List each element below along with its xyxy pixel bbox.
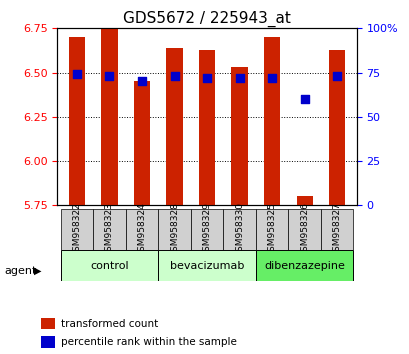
Text: transformed count: transformed count — [61, 319, 158, 329]
Bar — [190, 209, 223, 250]
Bar — [101, 28, 117, 205]
Text: GSM958328: GSM958328 — [170, 202, 179, 257]
Bar — [255, 250, 353, 281]
Text: GSM958327: GSM958327 — [332, 202, 341, 257]
Text: bevacizumab: bevacizumab — [169, 261, 244, 271]
Bar — [61, 209, 93, 250]
Bar — [41, 318, 54, 329]
Bar — [158, 250, 255, 281]
Bar — [166, 48, 182, 205]
Point — [203, 75, 210, 81]
Bar — [328, 50, 344, 205]
Point — [268, 75, 275, 81]
Title: GDS5672 / 225943_at: GDS5672 / 225943_at — [123, 11, 290, 27]
Text: dibenzazepine: dibenzazepine — [263, 261, 344, 271]
Point — [236, 75, 242, 81]
Text: control: control — [90, 261, 128, 271]
Text: GSM958322: GSM958322 — [72, 202, 81, 257]
Text: GSM958330: GSM958330 — [234, 202, 243, 257]
Point — [138, 79, 145, 84]
Bar — [158, 209, 190, 250]
Text: GSM958325: GSM958325 — [267, 202, 276, 257]
Point — [301, 96, 307, 102]
Bar — [133, 81, 150, 205]
Bar — [93, 209, 126, 250]
Text: ▶: ▶ — [34, 266, 41, 276]
Text: percentile rank within the sample: percentile rank within the sample — [61, 337, 236, 347]
Bar — [223, 209, 255, 250]
Bar — [255, 209, 288, 250]
Bar — [288, 209, 320, 250]
Text: GSM958324: GSM958324 — [137, 202, 146, 257]
Text: GSM958323: GSM958323 — [105, 202, 114, 257]
Point — [74, 72, 80, 77]
Bar — [198, 50, 215, 205]
Bar — [296, 196, 312, 205]
Bar — [263, 37, 280, 205]
Bar — [231, 67, 247, 205]
Bar — [69, 37, 85, 205]
Text: GSM958326: GSM958326 — [299, 202, 308, 257]
Bar — [41, 336, 54, 348]
Point — [333, 73, 339, 79]
Bar — [61, 250, 158, 281]
Point — [171, 73, 178, 79]
Bar — [126, 209, 158, 250]
Text: GSM958329: GSM958329 — [202, 202, 211, 257]
Point — [106, 73, 112, 79]
Text: agent: agent — [4, 266, 36, 276]
Bar — [320, 209, 353, 250]
